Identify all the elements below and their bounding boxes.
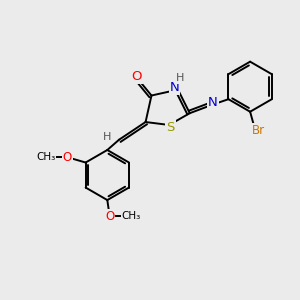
Text: S: S <box>167 121 175 134</box>
Text: CH₃: CH₃ <box>36 152 55 162</box>
Text: H: H <box>176 74 184 83</box>
Text: CH₃: CH₃ <box>122 211 141 221</box>
Text: O: O <box>63 151 72 164</box>
Text: Br: Br <box>252 124 265 137</box>
Text: H: H <box>103 132 111 142</box>
Text: N: N <box>208 96 218 110</box>
Text: O: O <box>105 210 114 223</box>
Text: O: O <box>131 70 142 83</box>
Text: N: N <box>169 81 179 94</box>
